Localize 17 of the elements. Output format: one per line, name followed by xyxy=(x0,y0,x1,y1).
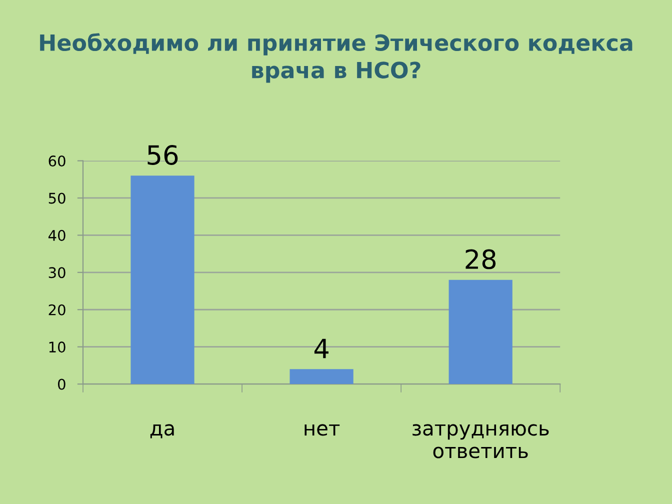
data-label: 56 xyxy=(148,145,178,165)
x-tick-label: да xyxy=(150,424,174,438)
chart-title: Необходимо ли принятие Этического кодекса врача в НСО? xyxy=(40,33,632,83)
x-tick-label: нет xyxy=(304,424,340,436)
y-tick-label: 0 xyxy=(58,378,66,390)
y-tick-label: 10 xyxy=(49,342,66,353)
data-label: 4 xyxy=(314,338,328,358)
y-tick-label: 30 xyxy=(48,267,66,278)
y-tick-label: 40 xyxy=(48,230,66,241)
bar xyxy=(448,280,512,384)
x-tick-label: затрудняюсь ответить xyxy=(412,424,549,458)
data-label: 28 xyxy=(466,249,496,270)
y-tick-label: 50 xyxy=(48,192,66,204)
y-tick-label: 60 xyxy=(48,155,66,167)
y-tick-label: 20 xyxy=(48,304,66,316)
bar xyxy=(290,369,354,384)
bar xyxy=(130,176,194,384)
